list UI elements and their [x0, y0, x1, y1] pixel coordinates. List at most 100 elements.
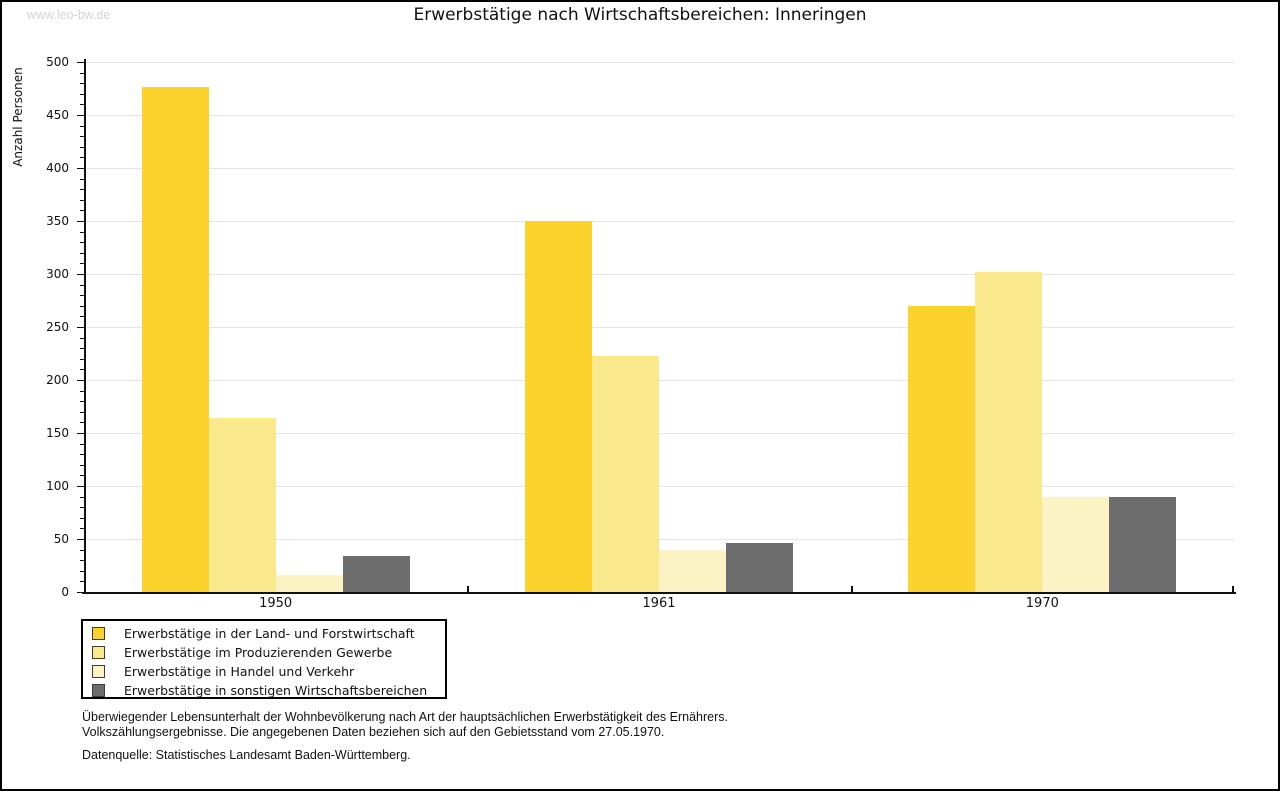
y-axis-tick-label: 350 — [46, 214, 69, 228]
y-axis-minor-tick — [80, 550, 84, 551]
gridline — [86, 62, 1234, 63]
legend-item: Erwerbstätige im Produzierenden Gewerbe — [92, 643, 445, 662]
y-axis-tick-label: 300 — [46, 267, 69, 281]
y-axis-minor-tick — [80, 126, 84, 127]
x-axis-tick — [467, 586, 469, 592]
y-axis-minor-tick — [80, 465, 84, 466]
y-axis-minor-tick — [80, 189, 84, 190]
bar — [726, 543, 793, 592]
y-axis-minor-tick — [80, 179, 84, 180]
y-axis-minor-tick — [80, 444, 84, 445]
y-axis-tick-label: 150 — [46, 426, 69, 440]
legend-label: Erwerbstätige in sonstigen Wirtschaftsbe… — [124, 683, 428, 698]
y-axis-minor-tick — [80, 73, 84, 74]
legend-swatch — [92, 646, 105, 659]
y-axis-tick-label: 0 — [61, 585, 69, 599]
y-axis-title: Anzahl Personen — [11, 67, 25, 167]
y-axis-minor-tick — [80, 507, 84, 508]
bar — [142, 87, 209, 592]
y-axis-minor-tick — [80, 422, 84, 423]
y-axis-minor-tick — [80, 475, 84, 476]
watermark: www.leo-bw.de — [27, 8, 111, 22]
chart-title: Erwerbstätige nach Wirtschaftsbereichen:… — [413, 5, 867, 25]
y-axis-tick-label: 500 — [46, 55, 69, 69]
y-axis-minor-tick — [80, 401, 84, 402]
y-axis-tick — [77, 380, 84, 381]
bar — [1042, 497, 1109, 592]
y-axis-minor-tick — [80, 412, 84, 413]
legend-swatch — [92, 665, 105, 678]
bar — [975, 272, 1042, 592]
y-axis-tick — [77, 327, 84, 328]
y-axis-minor-tick — [80, 528, 84, 529]
footnote-line: Volkszählungsergebnisse. Die angegebenen… — [82, 724, 665, 739]
gridline — [86, 168, 1234, 169]
y-axis-minor-tick — [80, 338, 84, 339]
y-axis-minor-tick — [80, 560, 84, 561]
legend-box: Erwerbstätige in der Land- und Forstwirt… — [81, 619, 447, 699]
y-axis-minor-tick — [80, 369, 84, 370]
y-axis-tick-label: 100 — [46, 479, 69, 493]
bar — [209, 418, 276, 592]
legend-label: Erwerbstätige in Handel und Verkehr — [124, 664, 355, 679]
y-axis-minor-tick — [80, 200, 84, 201]
y-axis-tick — [77, 115, 84, 116]
x-axis-tick-label: 1961 — [642, 596, 676, 611]
y-axis-tick — [77, 486, 84, 487]
y-axis-tick — [77, 221, 84, 222]
bar — [343, 556, 410, 592]
y-axis-minor-tick — [80, 104, 84, 105]
legend-swatch — [92, 627, 105, 640]
footnotes: Überwiegender Lebensunterhalt der Wohnbe… — [82, 710, 728, 763]
bar — [659, 550, 726, 592]
y-axis-minor-tick — [80, 94, 84, 95]
gridline — [86, 115, 1234, 116]
bar — [592, 356, 659, 592]
y-axis-minor-tick — [80, 285, 84, 286]
y-axis-minor-tick — [80, 571, 84, 572]
y-axis-tick-label: 50 — [53, 532, 69, 546]
y-axis-minor-tick — [80, 147, 84, 148]
y-axis-minor-tick — [80, 232, 84, 233]
y-axis-tick — [77, 168, 84, 169]
bar — [525, 221, 592, 592]
y-axis-minor-tick — [80, 518, 84, 519]
y-axis-minor-tick — [80, 295, 84, 296]
y-axis-minor-tick — [80, 157, 84, 158]
legend-item: Erwerbstätige in Handel und Verkehr — [92, 662, 445, 681]
y-axis-tick-label: 250 — [46, 320, 69, 334]
y-axis-minor-tick — [80, 263, 84, 264]
y-axis-minor-tick — [80, 316, 84, 317]
legend-label: Erwerbstätige in der Land- und Forstwirt… — [124, 626, 415, 641]
gridline — [86, 486, 1234, 487]
bar — [1109, 497, 1176, 592]
data-source-line: Datenquelle: Statistisches Landesamt Bad… — [82, 748, 411, 762]
y-axis-minor-tick — [80, 359, 84, 360]
x-axis-line — [82, 592, 1236, 594]
y-axis-minor-tick — [80, 391, 84, 392]
x-axis-tick-label: 1950 — [259, 596, 293, 611]
x-axis-tick-label: 1970 — [1025, 596, 1059, 611]
y-axis-tick-label: 400 — [46, 161, 69, 175]
y-axis-minor-tick — [80, 210, 84, 211]
y-axis-tick-label: 450 — [46, 108, 69, 122]
gridline — [86, 327, 1234, 328]
legend-item: Erwerbstätige in der Land- und Forstwirt… — [92, 624, 445, 643]
y-axis-tick — [77, 539, 84, 540]
y-axis-tick — [77, 433, 84, 434]
bar — [276, 575, 343, 592]
legend-item: Erwerbstätige in sonstigen Wirtschaftsbe… — [92, 681, 445, 700]
y-axis-tick — [77, 592, 84, 593]
footnote-line: Überwiegender Lebensunterhalt der Wohnbe… — [82, 710, 728, 724]
y-axis-minor-tick — [80, 454, 84, 455]
y-axis-minor-tick — [80, 242, 84, 243]
gridline — [86, 380, 1234, 381]
x-axis-tick — [1232, 586, 1234, 592]
gridline — [86, 539, 1234, 540]
bar — [908, 306, 975, 592]
legend-swatch — [92, 684, 105, 697]
y-axis-minor-tick — [80, 253, 84, 254]
y-axis-tick — [77, 274, 84, 275]
y-axis-minor-tick — [80, 83, 84, 84]
gridline — [86, 433, 1234, 434]
